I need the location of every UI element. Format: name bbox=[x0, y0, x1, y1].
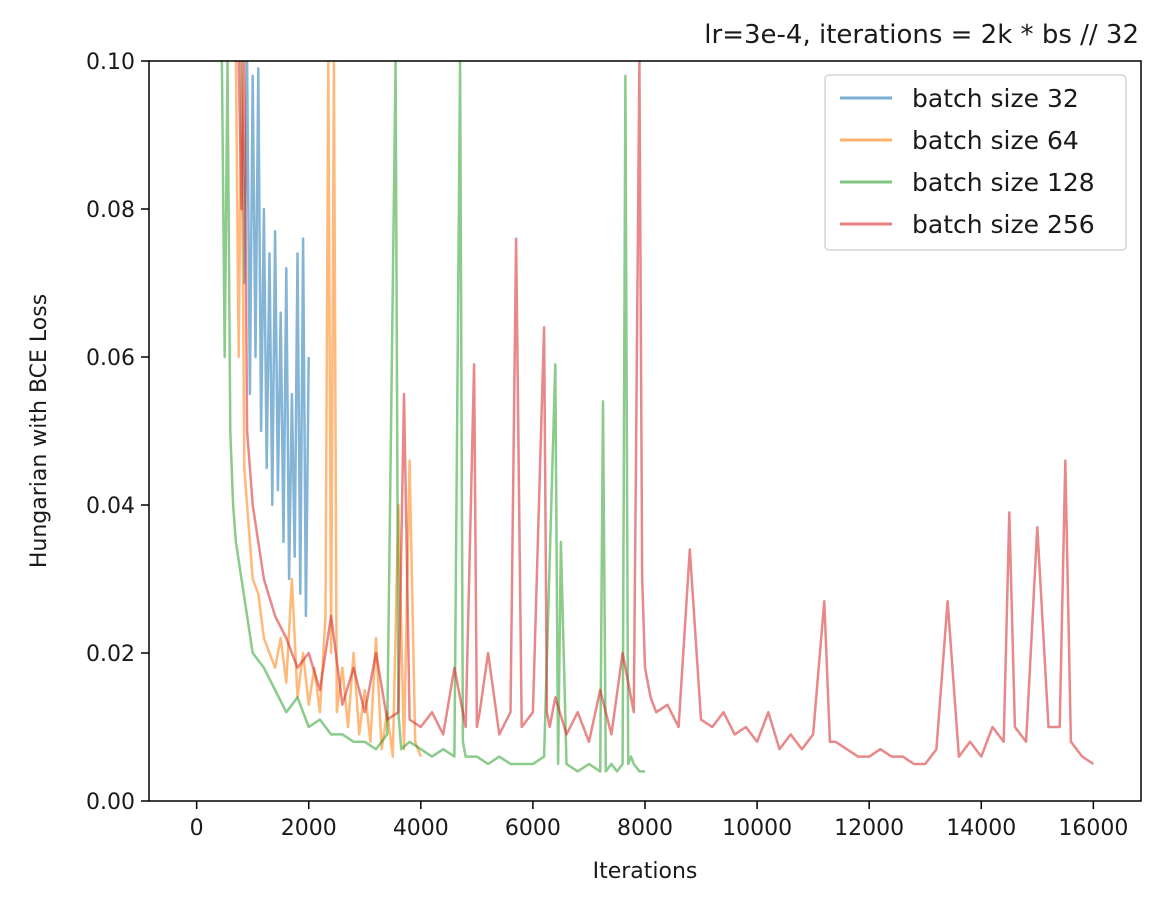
legend-label-3: batch size 256 bbox=[912, 210, 1095, 239]
x-tick-label: 4000 bbox=[393, 816, 449, 841]
x-tick-label: 8000 bbox=[617, 816, 673, 841]
y-tick-label: 0.10 bbox=[86, 50, 135, 75]
legend-label-2: batch size 128 bbox=[912, 168, 1095, 197]
x-tick-label: 12000 bbox=[834, 816, 904, 841]
x-tick-label: 16000 bbox=[1058, 816, 1128, 841]
y-tick-label: 0.02 bbox=[86, 642, 135, 667]
series-line-2 bbox=[220, 61, 645, 773]
series-line-3 bbox=[237, 61, 1095, 766]
x-tick-label: 2000 bbox=[281, 816, 337, 841]
x-tick-label: 6000 bbox=[505, 816, 561, 841]
series-line-0 bbox=[240, 61, 310, 618]
y-tick-label: 0.06 bbox=[86, 346, 135, 371]
chart-title: lr=3e-4, iterations = 2k * bs // 32 bbox=[704, 20, 1139, 50]
series-layer bbox=[220, 61, 1095, 773]
legend-label-0: batch size 32 bbox=[912, 84, 1079, 113]
legend-box bbox=[824, 74, 1127, 251]
y-tick-label: 0.00 bbox=[86, 790, 135, 815]
x-axis-title: Iterations bbox=[593, 859, 698, 884]
x-tick-label: 0 bbox=[190, 816, 204, 841]
x-tick-label: 10000 bbox=[722, 816, 792, 841]
y-tick-label: 0.04 bbox=[86, 494, 135, 519]
y-tick-label: 0.08 bbox=[86, 198, 135, 223]
x-axis: 0 2000 4000 6000 8000 10000 12000 14000 16000 bbox=[190, 801, 1128, 841]
x-tick-label: 14000 bbox=[946, 816, 1016, 841]
y-axis-title: Hungarian with BCE Loss bbox=[27, 294, 52, 568]
legend-label-1: batch size 64 bbox=[912, 126, 1079, 155]
legend: batch size 32 batch size 64 batch size 128… bbox=[824, 74, 1127, 251]
y-axis: 0.00 0.02 0.04 0.06 0.08 0.10 bbox=[86, 50, 149, 815]
